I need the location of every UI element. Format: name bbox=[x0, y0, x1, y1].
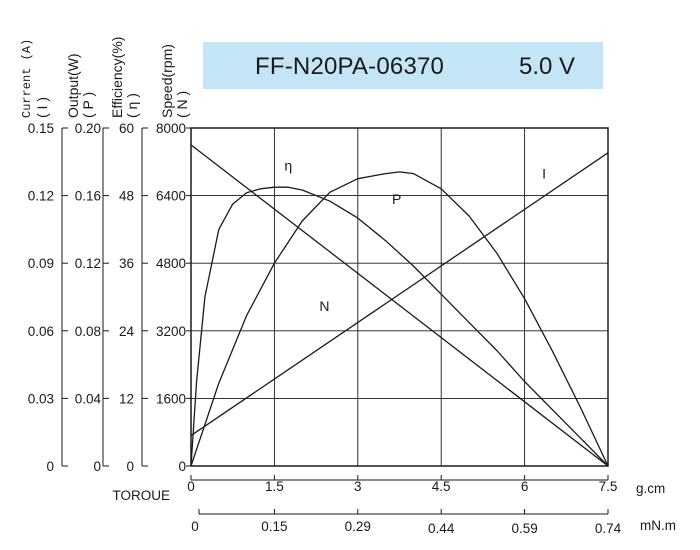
curve-label: I bbox=[542, 166, 546, 182]
x-tick-label: 4.5 bbox=[432, 479, 451, 494]
output-tick-label: 0.08 bbox=[75, 324, 101, 339]
efficiency-tick-label: 60 bbox=[119, 121, 134, 136]
speed-tick-label: 1600 bbox=[156, 391, 186, 406]
x-tick-label: 3 bbox=[354, 479, 362, 494]
x-tick-label: 6 bbox=[521, 479, 529, 494]
current-tick-label: 0.09 bbox=[28, 256, 54, 271]
series-line-current bbox=[190, 152, 609, 437]
x2-tick-label: 0.15 bbox=[261, 519, 287, 534]
chart-title-box: FF-N20PA-06370 5.0 V bbox=[203, 42, 603, 89]
speed-tick-label: 0 bbox=[178, 459, 186, 474]
speed-tick-label: 6400 bbox=[156, 189, 186, 204]
efficiency-tick-label: 24 bbox=[119, 324, 135, 339]
speed-tick-label: 3200 bbox=[156, 324, 186, 339]
curve-label: P bbox=[392, 191, 401, 207]
x-tick-label: 0 bbox=[187, 479, 195, 494]
efficiency-tick-label: 12 bbox=[119, 391, 134, 406]
x2-tick-label: 0.59 bbox=[511, 521, 537, 536]
curve-label: η bbox=[284, 157, 292, 173]
efficiency-tick-label: 0 bbox=[126, 459, 134, 474]
x-axis-title: TOROUE bbox=[112, 488, 170, 503]
efficiency-tick-label: 48 bbox=[119, 189, 134, 204]
output-tick-label: 0.04 bbox=[75, 391, 102, 406]
x2-tick-label: 0.44 bbox=[428, 521, 455, 536]
current-tick-label: 0.15 bbox=[28, 121, 54, 136]
chart-title-model: FF-N20PA-06370 bbox=[255, 53, 445, 80]
series-line-output bbox=[190, 171, 609, 467]
chart-title-voltage: 5.0 V bbox=[519, 53, 576, 80]
current-tick-label: 0 bbox=[46, 459, 54, 474]
output-tick-label: 0.12 bbox=[75, 256, 101, 271]
output-tick-label: 0.16 bbox=[75, 189, 101, 204]
speed-tick-label: 4800 bbox=[156, 256, 186, 271]
current-tick-label: 0.06 bbox=[28, 324, 54, 339]
x-tick-label: 7.5 bbox=[599, 479, 618, 494]
speed-tick-label: 8000 bbox=[156, 121, 186, 136]
current-tick-label: 0.12 bbox=[28, 189, 54, 204]
x2-tick-label: 0 bbox=[191, 519, 199, 534]
x2-tick-label: 0.29 bbox=[345, 519, 371, 534]
output-tick-label: 0.20 bbox=[75, 121, 101, 136]
x-unit-label: g.cm bbox=[636, 481, 665, 496]
x-tick-label: 1.5 bbox=[265, 479, 284, 494]
current-tick-label: 0.03 bbox=[28, 391, 54, 406]
x2-tick-label: 0.74 bbox=[595, 521, 622, 536]
efficiency-tick-label: 36 bbox=[119, 256, 134, 271]
output-tick-label: 0 bbox=[93, 459, 101, 474]
series-line-efficiency bbox=[190, 186, 609, 467]
x2-unit-label: mN.m bbox=[640, 518, 676, 533]
curve-label: N bbox=[319, 298, 329, 314]
plot-frame bbox=[190, 127, 609, 467]
series-line-speed bbox=[190, 144, 609, 467]
